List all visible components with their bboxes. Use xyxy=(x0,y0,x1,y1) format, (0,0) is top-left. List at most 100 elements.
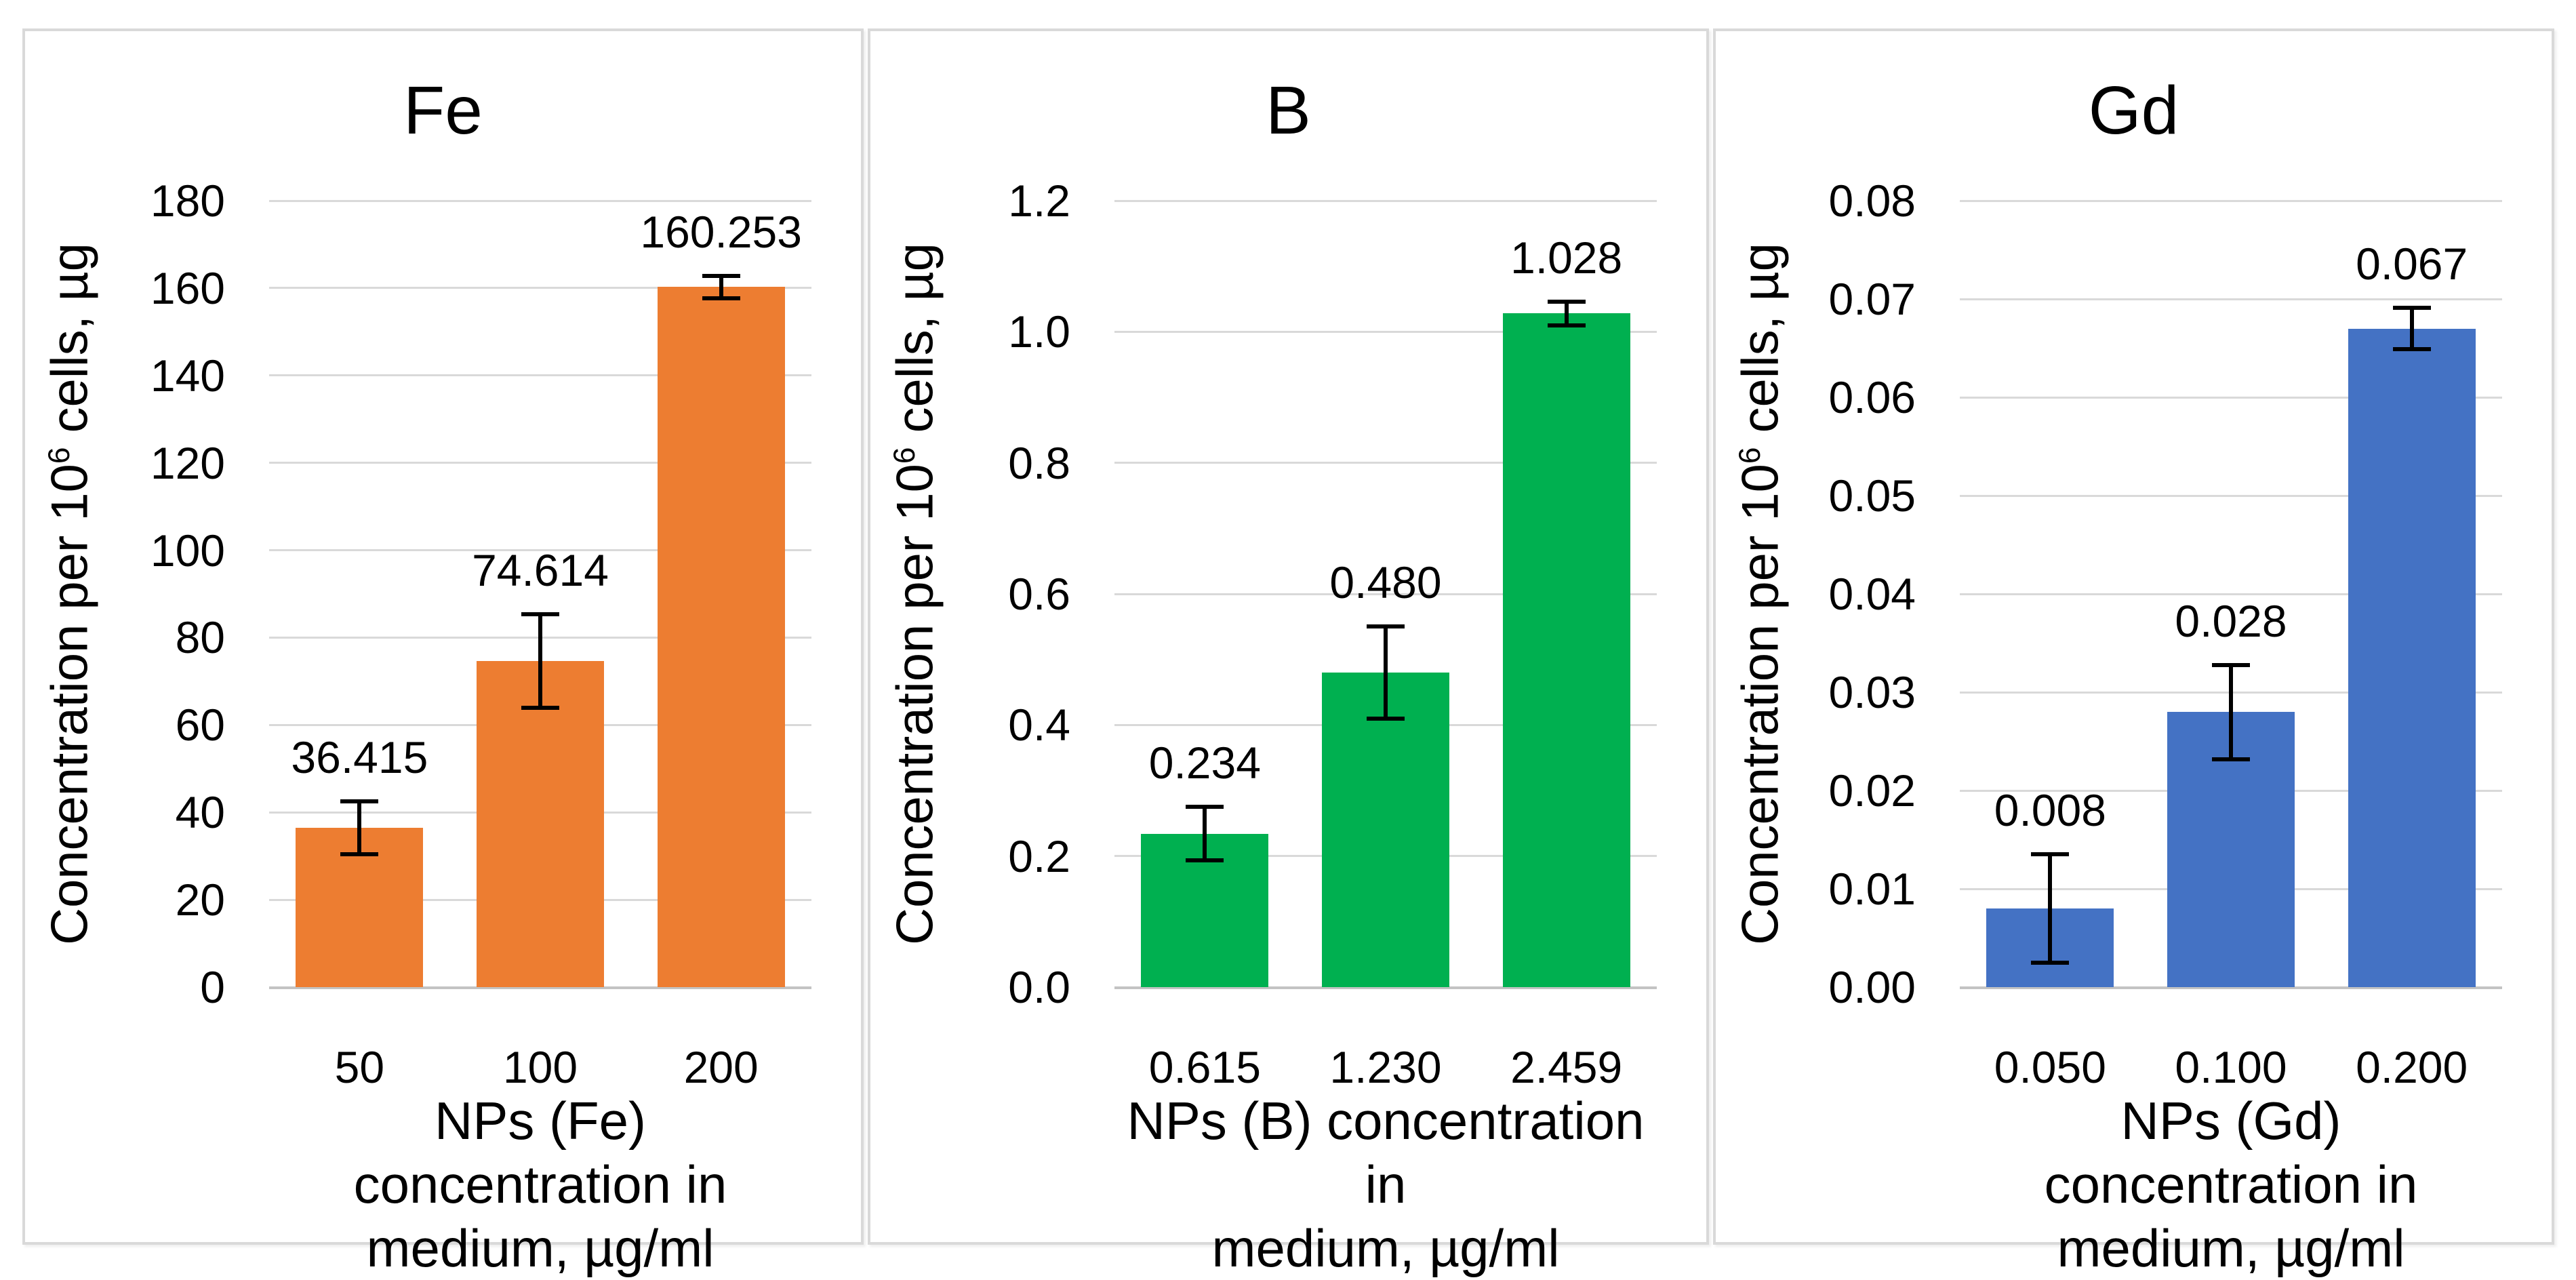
y-tick-label: 0 xyxy=(200,962,225,1012)
y-tick-label: 0.0 xyxy=(1008,962,1070,1012)
y-axis-title-superscript: 6 xyxy=(43,447,77,464)
error-bar-top-cap xyxy=(702,273,740,278)
error-bar-top-cap xyxy=(1367,624,1405,629)
gridline xyxy=(269,374,811,377)
bar-value-label: 1.028 xyxy=(1510,232,1623,283)
x-tick-label: 0.100 xyxy=(2175,1042,2287,1092)
y-axis-title-units: cells, µg xyxy=(41,243,99,447)
gridline xyxy=(1960,298,2502,300)
chart-title-b: B xyxy=(1266,73,1311,148)
error-bar-bottom-cap xyxy=(340,852,379,857)
y-axis-title-text: Concentration per 10 xyxy=(41,464,99,945)
x-axis-title: NPs (Gd) concentration in medium, µg/ml xyxy=(1960,1089,2502,1280)
bar-value-label: 0.028 xyxy=(2175,595,2287,646)
error-bar xyxy=(357,799,362,857)
error-bar xyxy=(2048,852,2053,965)
gridline xyxy=(1114,330,1657,333)
gridline xyxy=(1114,199,1657,202)
x-tick-label: 1.230 xyxy=(1329,1042,1442,1092)
error-bar-top-cap xyxy=(1186,805,1224,809)
x-axis-title-line2: medium, µg/ml xyxy=(2057,1218,2405,1278)
error-bar xyxy=(2409,306,2414,351)
x-tick-label: 0.050 xyxy=(1994,1042,2106,1092)
gridline xyxy=(269,199,811,202)
gridline xyxy=(1114,986,1657,989)
error-bar-top-cap xyxy=(2031,852,2070,857)
x-tick-label: 0.200 xyxy=(2356,1042,2468,1092)
y-tick-label: 1.2 xyxy=(1008,176,1070,226)
error-bar-bottom-cap xyxy=(1547,323,1586,327)
x-axis-title: NPs (B) concentration in medium, µg/ml xyxy=(1114,1089,1657,1280)
error-bar-bottom-cap xyxy=(1186,858,1224,863)
gridline xyxy=(1960,593,2502,595)
y-axis-title-text: Concentration per 10 xyxy=(1731,464,1790,945)
gridline xyxy=(269,462,811,464)
x-axis-title-line1: NPs (Gd) concentration in xyxy=(2044,1091,2418,1214)
figure-three-bar-charts: Fe Concentration per 106 cells, µg 0 20 40… xyxy=(22,28,2554,1278)
x-tick-label: 2.459 xyxy=(1510,1042,1623,1092)
plot-area: 0.008 0.028 0.067 xyxy=(1960,199,2502,989)
x-tick-label: 100 xyxy=(502,1042,578,1092)
bar-value-label: 0.480 xyxy=(1329,557,1442,608)
error-bar xyxy=(719,273,723,300)
bar-value-label: 160.253 xyxy=(640,206,802,257)
chart-title-fe: Fe xyxy=(403,73,483,148)
x-tick-label: 50 xyxy=(334,1042,385,1092)
error-bar xyxy=(1564,299,1569,327)
y-axis-title-units: cells, µg xyxy=(1731,243,1790,447)
bar-value-label: 36.415 xyxy=(291,732,428,783)
y-tick-label: 0.08 xyxy=(1828,176,1916,226)
bar xyxy=(657,287,785,987)
plot-area: 0.234 0.480 1.028 xyxy=(1114,199,1657,989)
error-bar xyxy=(538,612,542,711)
gridline xyxy=(269,287,811,289)
gridline xyxy=(1960,199,2502,202)
error-bar-bottom-cap xyxy=(521,706,559,711)
x-axis-title: NPs (Fe) concentration in medium, µg/ml xyxy=(269,1089,811,1280)
bar-value-label: 0.234 xyxy=(1148,738,1261,788)
x-axis-title-line2: medium, µg/ml xyxy=(366,1218,715,1278)
error-bar-top-cap xyxy=(340,799,379,804)
error-bar xyxy=(1203,805,1207,863)
x-tick-label: 200 xyxy=(683,1042,759,1092)
gridline xyxy=(1114,462,1657,464)
chart-panel-b: B Concentration per 106 cells, µg 0.0 0.2… xyxy=(868,28,1709,1278)
chart-panel-fe: Fe Concentration per 106 cells, µg 0 20 40… xyxy=(22,28,864,1278)
plot-area: 36.415 74.614 160.253 xyxy=(269,199,811,989)
y-tick-label: 180 xyxy=(150,176,225,226)
gridline xyxy=(269,986,811,989)
bar xyxy=(1502,313,1630,987)
error-bar xyxy=(2229,662,2233,761)
bar xyxy=(477,661,604,987)
error-bar-top-cap xyxy=(521,612,559,616)
error-bar-bottom-cap xyxy=(702,296,740,300)
error-bar-bottom-cap xyxy=(2031,960,2070,965)
x-axis-title-line2: medium, µg/ml xyxy=(1211,1218,1560,1278)
error-bar-top-cap xyxy=(2212,662,2250,667)
y-axis-title: Concentration per 106 cells, µg xyxy=(1731,243,1790,945)
x-tick-label: 0.615 xyxy=(1148,1042,1261,1092)
y-axis-title: Concentration per 106 cells, µg xyxy=(41,243,100,945)
gridline xyxy=(269,549,811,552)
y-axis-title-superscript: 6 xyxy=(1733,447,1767,464)
x-axis-title-line1: NPs (Fe) concentration in xyxy=(353,1091,727,1214)
bar-value-label: 0.008 xyxy=(1994,785,2106,836)
gridline xyxy=(1960,494,2502,497)
error-bar-top-cap xyxy=(1547,299,1586,304)
y-axis-title-text: Concentration per 10 xyxy=(886,464,944,945)
chart-title-gd: Gd xyxy=(2088,73,2179,148)
bar xyxy=(1322,673,1449,987)
y-tick-label: 0.00 xyxy=(1828,962,1916,1012)
error-bar-bottom-cap xyxy=(1367,716,1405,721)
gridline xyxy=(1960,396,2502,399)
gridline xyxy=(1960,986,2502,989)
bar xyxy=(2348,328,2476,987)
chart-panel-gd: Gd Concentration per 106 cells, µg 0.00 0… xyxy=(1713,28,2554,1278)
error-bar xyxy=(1384,624,1388,721)
error-bar-bottom-cap xyxy=(2392,346,2431,351)
y-axis-title-units: cells, µg xyxy=(886,243,944,447)
y-axis-title: Concentration per 106 cells, µg xyxy=(886,243,945,945)
error-bar-top-cap xyxy=(2392,306,2431,311)
y-axis-title-superscript: 6 xyxy=(888,447,922,464)
bar-value-label: 0.067 xyxy=(2356,239,2468,289)
